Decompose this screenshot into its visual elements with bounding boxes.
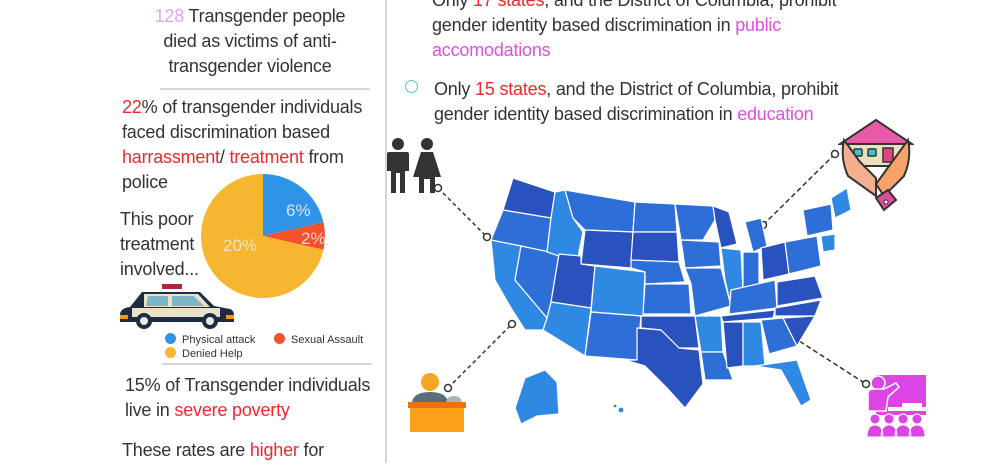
separator-2	[162, 363, 372, 365]
public-mid: , and the District of Columbia, prohibit	[544, 0, 837, 10]
stat-violence: 128 Transgender people died as victims o…	[120, 4, 380, 79]
poor-treatment-line-3: involved...	[120, 259, 199, 279]
legend-dot-blue	[165, 333, 176, 344]
legend-dot-yellow	[165, 347, 176, 358]
poverty-line-2-pre: live in	[125, 400, 175, 420]
education-topic: education	[737, 104, 814, 124]
legend-label-sexual: Sexual Assault	[291, 334, 364, 346]
legend-item-physical-attack: Physical attack	[165, 333, 255, 347]
pie-slice-denied-help	[200, 174, 324, 298]
column-divider	[385, 0, 387, 463]
us-map	[485, 170, 855, 430]
violence-text-2: died as victims of anti-	[163, 31, 337, 51]
public-topic-1: public	[735, 15, 782, 35]
stat-poverty: 15% of Transgender individuals live in s…	[125, 373, 385, 423]
public-topic-2: accomodations	[432, 40, 551, 60]
service-desk-icon	[406, 372, 470, 434]
poverty-line-1: 15% of Transgender individuals	[125, 375, 371, 395]
violence-count: 128	[154, 6, 185, 26]
legend-item-sexual-assault: Sexual Assault	[274, 333, 363, 347]
rates-highlight: higher	[249, 440, 299, 460]
fact-education: Only 15 states, and the District of Colu…	[434, 77, 894, 127]
pie-slice-sexual-assault	[263, 222, 325, 250]
police-line-2: faced discrimination based	[122, 122, 330, 142]
violence-text-3: transgender violence	[168, 56, 332, 76]
pie-legend: Physical attack Sexual Assault Denied He…	[165, 333, 365, 361]
poor-treatment-text: This poor treatment involved...	[120, 207, 210, 282]
classroom-icon	[866, 373, 928, 439]
pie-label-physical: 6%	[286, 201, 311, 220]
violence-text-1: Transgender people	[184, 6, 346, 26]
education-states-count: 15 states	[475, 79, 547, 99]
police-line-1: % of transgender individuals	[141, 97, 363, 117]
legend-label-physical: Physical attack	[182, 334, 256, 346]
pie-label-sexual: 2%	[301, 229, 326, 248]
public-pre: Only	[432, 0, 474, 10]
legend-item-denied-help: Denied Help	[165, 347, 365, 361]
stat-police: 22% of transgender individuals faced dis…	[122, 95, 382, 195]
education-line-2: gender identity based discrimination in	[434, 104, 738, 124]
poor-treatment-line-1: This poor	[120, 209, 194, 229]
poor-treatment-line-2: treatment	[120, 234, 195, 254]
police-line-4: police	[122, 172, 168, 192]
public-states-count: 17 states	[473, 0, 545, 10]
separator-1	[160, 88, 370, 90]
legend-label-denied: Denied Help	[182, 348, 243, 360]
pie-label-denied: 20%	[223, 236, 257, 255]
police-from: from	[303, 147, 344, 167]
police-treatment: treatment	[229, 147, 304, 167]
education-pre: Only	[434, 79, 476, 99]
rates-post: for	[298, 440, 325, 460]
police-percent: 22	[122, 97, 142, 117]
fact-public-accommodations: Only 17 states, and the District of Colu…	[432, 0, 892, 63]
restroom-icon	[385, 137, 443, 195]
stat-rates: These rates are higher for	[122, 438, 382, 463]
poverty-highlight: severe poverty	[174, 400, 290, 420]
legend-dot-red	[274, 333, 285, 344]
housing-icon	[838, 118, 914, 214]
police-harassment: harrassment	[122, 147, 220, 167]
rates-pre: These rates are	[122, 440, 250, 460]
pie-slice-physical-attack	[263, 174, 324, 236]
bullet-circle-icon	[405, 80, 418, 93]
public-line-2: gender identity based discrimination in	[432, 15, 736, 35]
police-treatment-pie-chart: 6% 2% 20%	[199, 172, 327, 300]
education-mid: , and the District of Columbia, prohibit	[546, 79, 839, 99]
police-car-icon	[118, 282, 236, 330]
police-slash: /	[219, 147, 230, 167]
